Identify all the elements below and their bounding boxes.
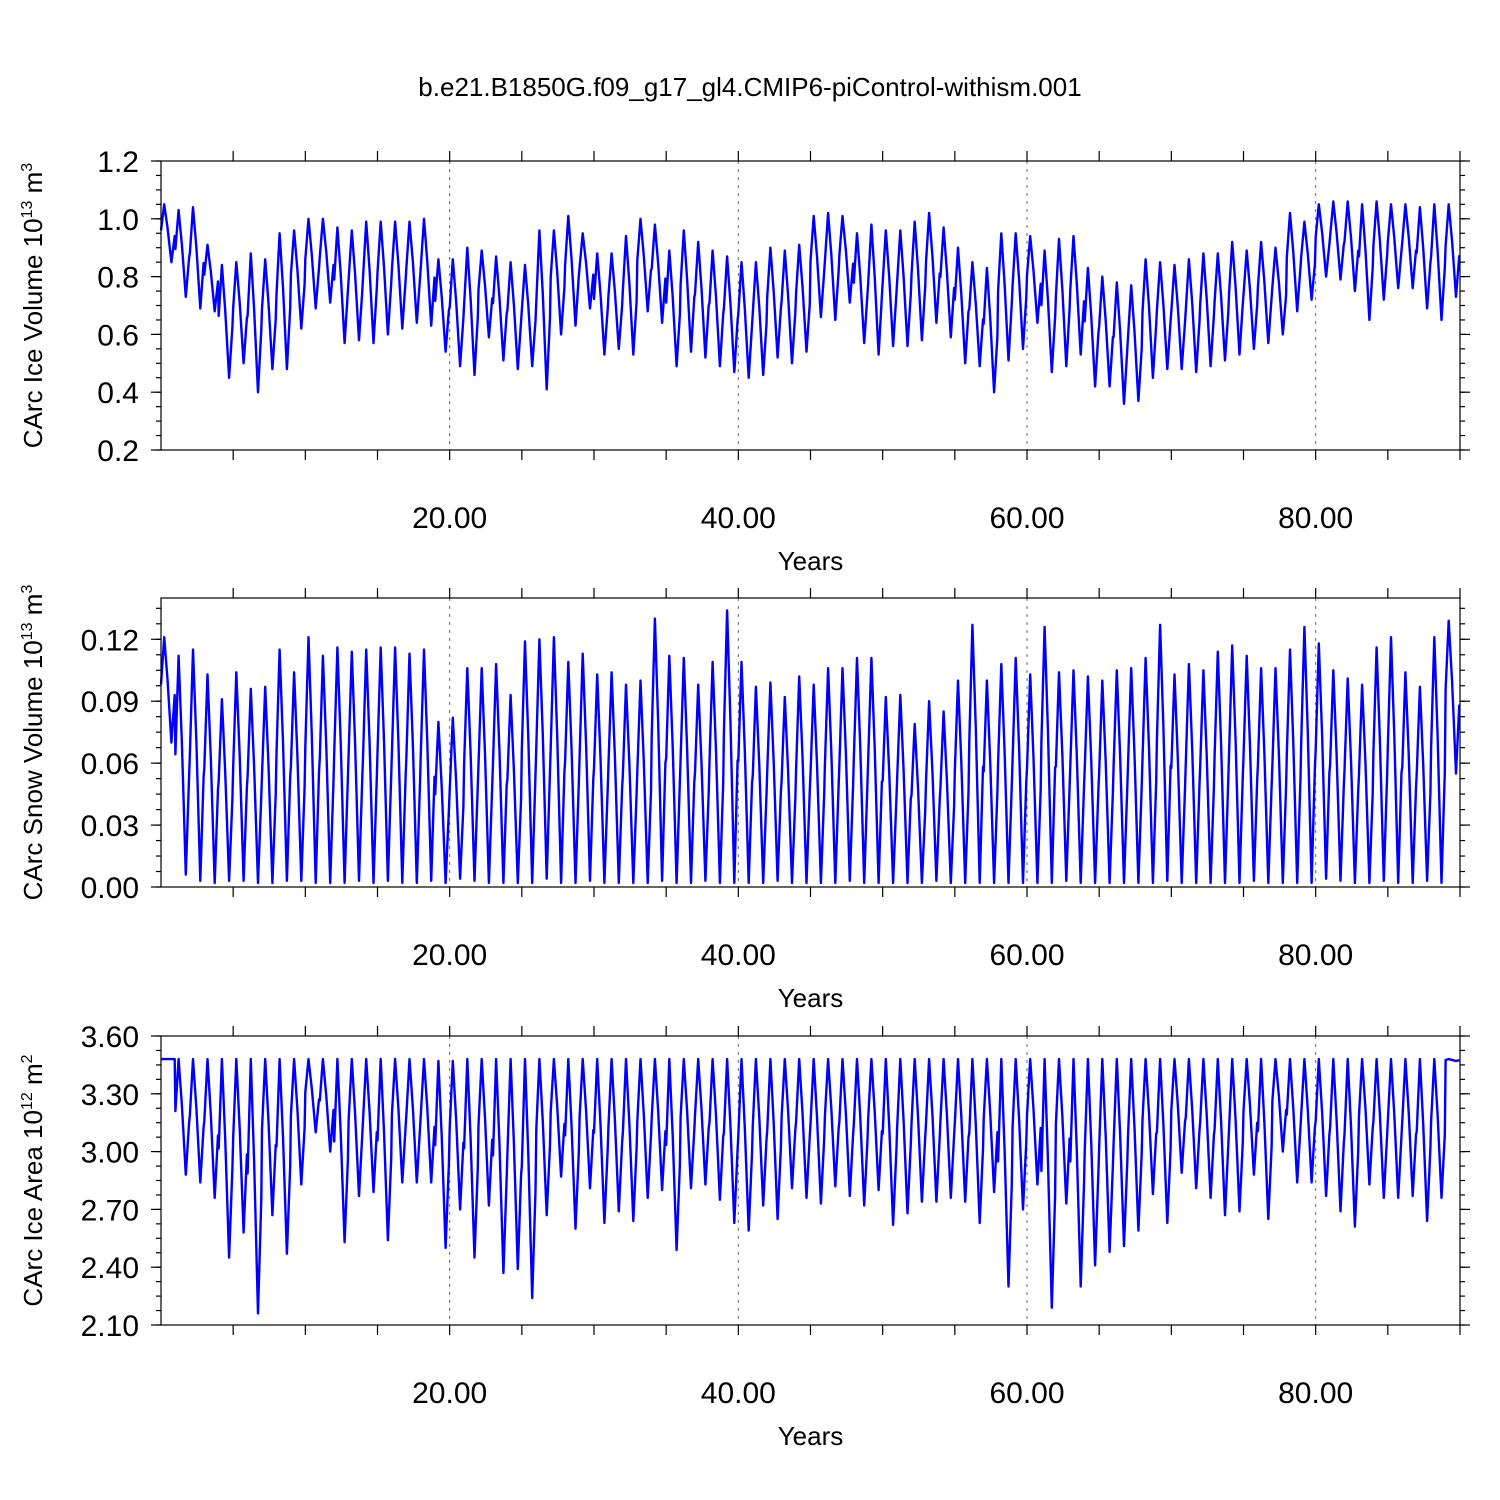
x-axis-title: Years [778,983,844,1013]
ytick-label: 3.60 [81,1021,139,1054]
ytick-label: 2.70 [81,1194,139,1227]
panel-2: 0.00 0.03 0.06 0.09 0.12 20.00 40.00 60.00 80.00… [18,585,1470,1013]
x-axis-title: Years [778,1421,844,1451]
ytick-label: 3.00 [81,1137,139,1170]
chart-title: b.e21.B1850G.f09_g17_gl4.CMIP6-piControl… [418,72,1081,102]
ytick-label: 0.09 [81,686,139,719]
xtick-label: 40.00 [701,1377,776,1410]
ytick-label: 1.0 [97,204,139,237]
ytick-label: 0.8 [97,262,139,295]
y-axis-title: CArc Ice Volume 1013 m3 [18,163,48,448]
series-line [161,1057,1460,1315]
ytick-label: 1.2 [97,146,139,179]
ytick-label: 0.2 [97,435,139,468]
xtick-label: 80.00 [1278,939,1353,972]
xtick-label: 80.00 [1278,1377,1353,1410]
y-axis-title: CArc Ice Area 1012 m2 [18,1054,48,1306]
xtick-label: 20.00 [412,502,487,535]
ytick-label: 3.30 [81,1079,139,1112]
ytick-label: 0.03 [81,810,139,843]
ytick-label: 0.00 [81,872,139,905]
xtick-label: 60.00 [989,939,1064,972]
ytick-label: 0.4 [97,377,139,410]
panel-1: 0.2 0.4 0.6 0.8 1.0 1.2 20.00 40.00 60.00 80.00 Ye… [18,146,1470,576]
xtick-label: 20.00 [412,939,487,972]
xtick-label: 60.00 [989,502,1064,535]
xtick-label: 20.00 [412,1377,487,1410]
xtick-label: 80.00 [1278,502,1353,535]
series-line [159,609,1461,885]
series-line [159,200,1461,405]
xtick-label: 60.00 [989,1377,1064,1410]
ytick-label: 2.40 [81,1252,139,1285]
xtick-label: 40.00 [701,502,776,535]
panel-3: 2.10 2.40 2.70 3.00 3.30 3.60 20.00 40.00 60.00 8… [18,1021,1470,1451]
x-axis-title: Years [778,546,844,576]
plot-frame [160,1035,1461,1326]
ytick-label: 0.6 [97,319,139,352]
ytick-label: 0.06 [81,748,139,781]
xtick-label: 40.00 [701,939,776,972]
ytick-label: 2.10 [81,1310,139,1343]
ytick-label: 0.12 [81,624,139,657]
y-axis-title: CArc Snow Volume 1013 m3 [18,585,48,901]
